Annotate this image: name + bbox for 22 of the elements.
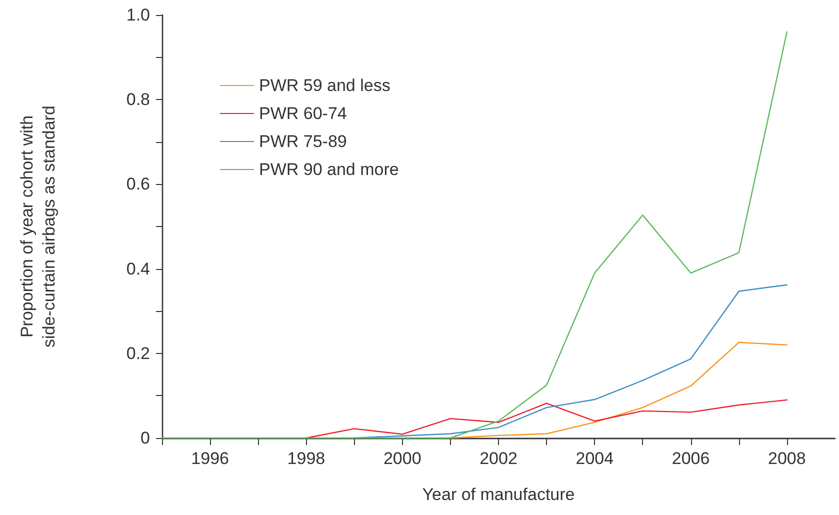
line-series — [306, 399, 788, 439]
y-axis-title: Proportion of year cohort with side-curtain airbags as standard — [18, 106, 58, 348]
x-tick-label: 2002 — [480, 449, 518, 468]
y-tick-label: 0 — [140, 428, 150, 448]
x-tick-label: 2008 — [768, 449, 806, 468]
line-series — [161, 31, 788, 439]
x-tick-label: 1998 — [287, 449, 326, 468]
legend-label: PWR 59 and less — [259, 76, 390, 95]
y-tick-label: 0.6 — [126, 174, 150, 194]
legend-label: PWR 60-74 — [259, 104, 347, 123]
y-tick-label: 0.2 — [126, 344, 150, 363]
x-tick-label: 2006 — [672, 449, 710, 468]
legend-label: PWR 75-89 — [259, 132, 347, 151]
legend-label: PWR 90 and more — [259, 160, 399, 179]
x-tick-label: 2000 — [383, 449, 422, 468]
line-series — [450, 342, 788, 439]
x-tick-label: 2004 — [576, 449, 614, 468]
y-tick-label: 0.8 — [126, 90, 150, 110]
y-tick-label: 1.0 — [126, 6, 150, 24]
y-tick-label: 0.4 — [126, 259, 150, 278]
x-tick-label: 1996 — [191, 449, 229, 468]
x-axis-title: Year of manufacture — [422, 485, 575, 504]
